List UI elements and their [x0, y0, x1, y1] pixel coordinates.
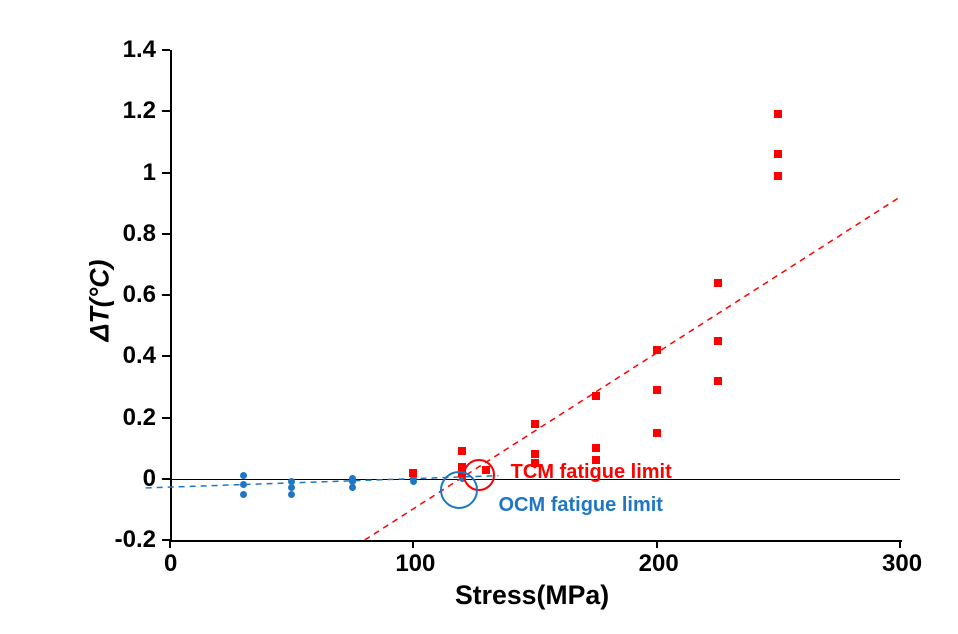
red-squares-point	[714, 337, 722, 345]
y-tick-mark	[162, 355, 170, 357]
x-tick-label: 200	[639, 550, 679, 578]
fatigue-limit-chart: ΔT(°C) Stress(MPa) -0.2 0 0.2 0.4 0.6 0.8 1 1.2…	[20, 20, 938, 614]
y-tick-mark	[162, 417, 170, 419]
y-tick-mark	[162, 478, 170, 480]
x-axis-label: Stress(MPa)	[455, 580, 609, 611]
x-tick-mark	[169, 540, 171, 548]
red-squares-point	[653, 346, 661, 354]
y-tick-label: 0.2	[123, 404, 156, 432]
red-squares-point	[458, 447, 466, 455]
red-squares-point	[653, 386, 661, 394]
tcm-label: TCM fatigue limit	[511, 461, 672, 484]
blue-circles-point	[288, 491, 295, 498]
red-squares-point	[592, 392, 600, 400]
y-tick-mark	[162, 110, 170, 112]
blue-circles-point	[240, 491, 247, 498]
red-squares-point	[531, 420, 539, 428]
x-tick-label: 0	[164, 550, 177, 578]
x-tick-mark	[412, 540, 414, 548]
x-tick-mark	[899, 540, 901, 548]
y-tick-label: 1.4	[123, 36, 156, 64]
y-axis-label: ΔT(°C)	[85, 241, 116, 361]
y-tick-label: 1	[143, 159, 156, 187]
x-tick-mark	[656, 540, 658, 548]
red-squares-point	[653, 429, 661, 437]
y-tick-mark	[162, 49, 170, 51]
x-tick-label: 300	[882, 550, 922, 578]
y-tick-label: 0.4	[123, 342, 156, 370]
y-tick-mark	[162, 172, 170, 174]
red-squares-point	[409, 469, 417, 477]
y-tick-label: 0.6	[123, 281, 156, 309]
red-squares-point	[714, 279, 722, 287]
red-squares-point	[774, 172, 782, 180]
y-tick-label: -0.2	[115, 526, 156, 554]
red-squares-point	[592, 444, 600, 452]
x-tick-label: 100	[395, 550, 435, 578]
blue-circles-point	[240, 481, 247, 488]
y-tick-label: 0	[143, 465, 156, 493]
y-tick-label: 0.8	[123, 220, 156, 248]
red-squares-point	[531, 450, 539, 458]
blue-circles-point	[240, 472, 247, 479]
ocm-circle	[440, 471, 478, 509]
red-squares-point	[714, 377, 722, 385]
y-tick-mark	[162, 294, 170, 296]
ocm-label: OCM fatigue limit	[499, 494, 663, 517]
red-squares-point	[774, 110, 782, 118]
red-squares-point	[774, 150, 782, 158]
y-tick-label: 1.2	[123, 97, 156, 125]
y-tick-mark	[162, 233, 170, 235]
